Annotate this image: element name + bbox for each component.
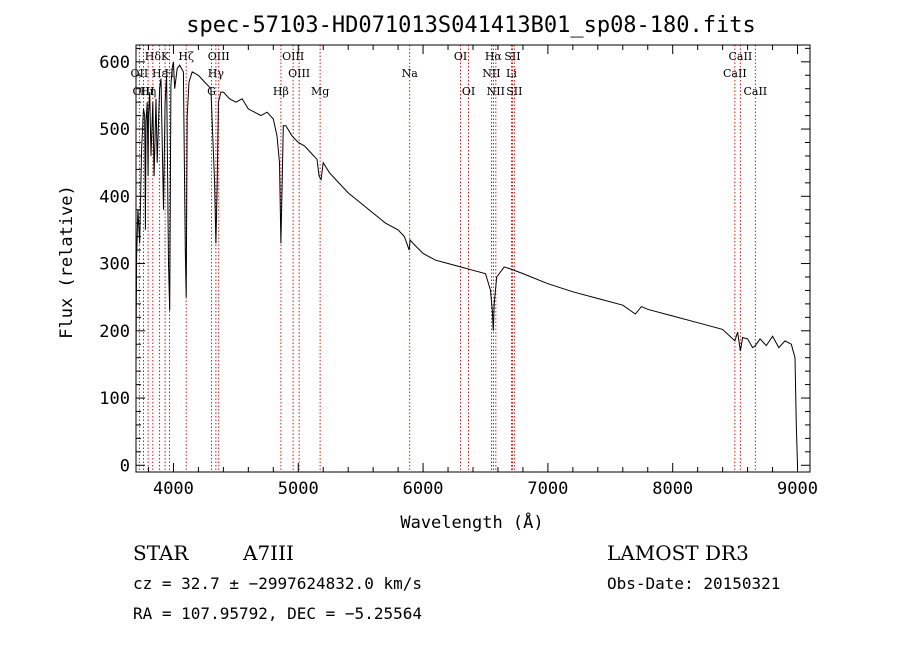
chart-title: spec-57103-HD071013S041413B01_sp08-180.f…: [186, 13, 756, 38]
line-label: Li: [506, 67, 517, 80]
line-label: CaII: [723, 67, 747, 80]
line-labels: Hδ OII OIII K Hε Hη HHζ Hγ OIII G OIII OIII Hβ Mg Na OI…: [131, 50, 768, 98]
line-label: Hγ: [208, 67, 225, 80]
x-tick-label: 8000: [652, 479, 693, 499]
coordinates: RA = 107.95792, DEC = −5.25564: [133, 604, 422, 623]
x-tick-label: 5000: [278, 479, 319, 499]
line-label: Hζ: [178, 50, 194, 63]
y-tick-label: 300: [99, 255, 130, 275]
line-label: Hβ: [273, 85, 289, 98]
line-label: OIII: [288, 67, 310, 80]
line-label: Na: [402, 67, 419, 80]
line-label: NII: [487, 85, 505, 98]
survey-name: LAMOST DR3: [607, 541, 749, 565]
line-label: SII: [504, 50, 520, 63]
y-tick-label: 200: [99, 322, 130, 342]
obs-date: Obs-Date: 20150321: [607, 574, 781, 593]
y-axis: 0 100 200 300 400 500 600: [99, 47, 810, 476]
line-label: OIII: [208, 50, 230, 63]
line-label: Hε: [152, 67, 168, 80]
x-tick-label: 7000: [527, 479, 568, 499]
line-label: OIII: [132, 85, 154, 98]
x-axis-label: Wavelength (Å): [400, 511, 543, 533]
line-label: K: [161, 50, 170, 63]
spectral-subclass: A7III: [243, 541, 294, 565]
line-label: OII: [131, 67, 149, 80]
line-label: Hδ: [145, 50, 162, 63]
line-label: Hη: [140, 85, 156, 98]
x-tick-label: 9000: [777, 479, 818, 499]
x-tick-label: 4000: [153, 479, 194, 499]
y-axis-label: Flux (relative): [57, 185, 77, 339]
object-class: STAR: [133, 541, 189, 565]
line-label: H: [165, 67, 175, 80]
line-label: OI: [454, 50, 467, 63]
y-tick-label: 100: [99, 389, 130, 409]
line-label: CaII: [729, 50, 753, 63]
plot-frame: [135, 44, 811, 473]
plot-area: [135, 44, 811, 473]
line-label: G: [207, 85, 216, 98]
redshift-readout: cz = 32.7 ± −2997624832.0 km/s: [133, 574, 422, 593]
line-label: OIII: [282, 50, 304, 63]
x-tick-label: 6000: [403, 479, 444, 499]
line-label: SII: [506, 85, 522, 98]
y-tick-label: 500: [99, 120, 130, 140]
line-label: Hα: [485, 50, 503, 63]
line-label: OI: [462, 85, 475, 98]
line-label: CaII: [743, 85, 767, 98]
y-tick-label: 400: [99, 187, 130, 207]
line-label: NII: [482, 67, 500, 80]
line-label: Mg: [311, 85, 329, 98]
y-tick-label: 600: [99, 53, 130, 73]
y-tick-label: 0: [120, 456, 130, 476]
x-axis: 4000 5000 6000 7000 8000 9000: [147, 45, 818, 499]
flux-series-line: [135, 61, 798, 466]
